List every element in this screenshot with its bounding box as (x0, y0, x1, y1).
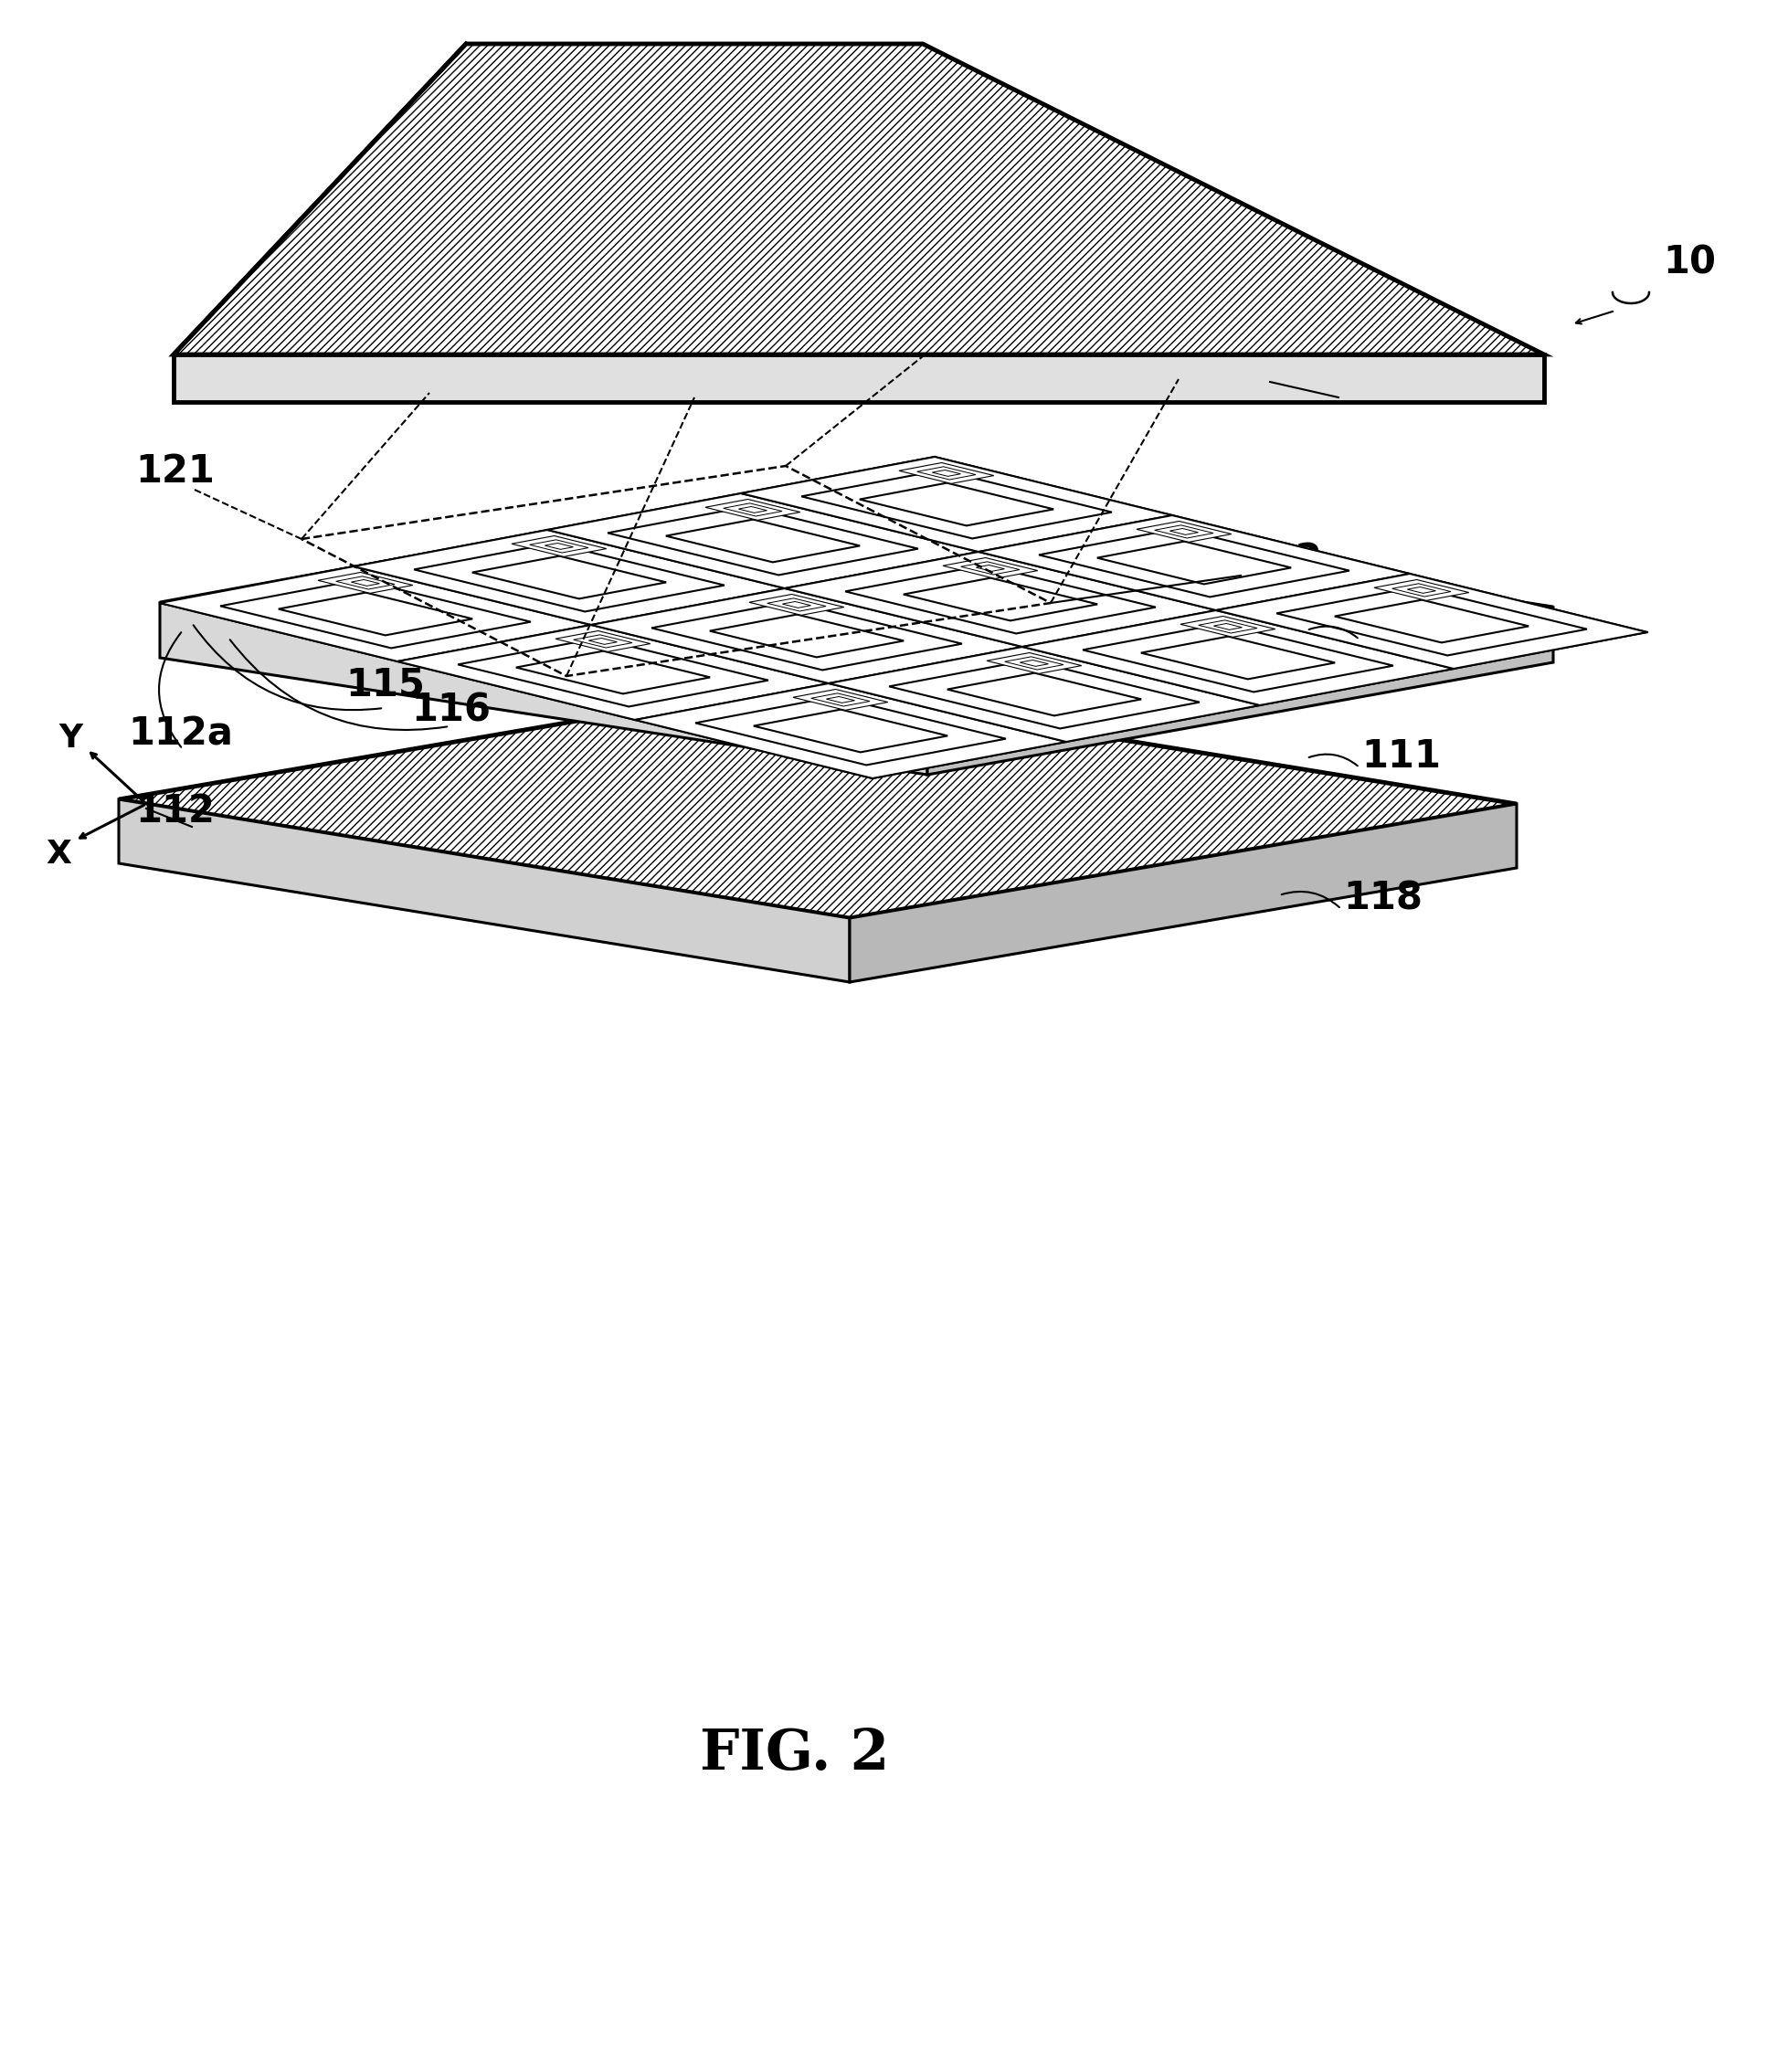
Polygon shape (704, 499, 799, 520)
Polygon shape (710, 615, 903, 657)
Polygon shape (350, 580, 379, 586)
Text: 111: 111 (1361, 738, 1439, 775)
Polygon shape (173, 44, 1543, 354)
Text: FIG. 2: FIG. 2 (699, 1726, 889, 1782)
Polygon shape (926, 607, 1552, 775)
Polygon shape (976, 566, 1005, 572)
Polygon shape (1277, 586, 1586, 655)
Text: 118: 118 (1343, 879, 1421, 918)
Polygon shape (574, 634, 631, 649)
Text: Y: Y (59, 723, 82, 754)
Polygon shape (810, 694, 869, 707)
Polygon shape (722, 503, 781, 516)
Polygon shape (1198, 620, 1257, 634)
Polygon shape (1212, 624, 1241, 630)
Polygon shape (1334, 601, 1529, 642)
Polygon shape (917, 466, 974, 479)
Text: 10: 10 (1663, 244, 1715, 282)
Text: 112a: 112a (129, 715, 232, 752)
Polygon shape (858, 483, 1053, 526)
Polygon shape (1391, 584, 1450, 597)
Polygon shape (1005, 657, 1064, 669)
Polygon shape (1096, 541, 1291, 584)
Text: 128: 128 (1343, 363, 1421, 402)
Text: 112: 112 (1361, 609, 1439, 649)
Polygon shape (844, 566, 1155, 634)
Polygon shape (159, 489, 1552, 721)
Polygon shape (942, 557, 1037, 578)
Polygon shape (1169, 528, 1198, 535)
Polygon shape (472, 555, 665, 599)
Polygon shape (336, 576, 395, 588)
Polygon shape (159, 603, 926, 775)
Text: 122: 122 (1243, 541, 1321, 580)
Polygon shape (635, 684, 1066, 779)
Polygon shape (1082, 624, 1393, 692)
Polygon shape (960, 562, 1019, 574)
Polygon shape (651, 601, 962, 669)
Polygon shape (785, 551, 1216, 646)
Polygon shape (118, 686, 1516, 918)
Polygon shape (753, 709, 948, 752)
Polygon shape (1019, 661, 1048, 667)
Polygon shape (740, 456, 1171, 551)
Polygon shape (118, 800, 849, 982)
Text: 115: 115 (345, 665, 424, 704)
Polygon shape (1023, 611, 1454, 704)
Polygon shape (458, 638, 767, 707)
Polygon shape (511, 537, 606, 557)
Text: 112: 112 (136, 792, 215, 831)
Polygon shape (749, 595, 844, 615)
Polygon shape (792, 690, 887, 711)
Polygon shape (781, 601, 810, 607)
Text: 121: 121 (136, 452, 215, 491)
Polygon shape (279, 593, 472, 636)
Polygon shape (590, 588, 1023, 684)
Text: 116: 116 (411, 692, 490, 729)
Polygon shape (767, 599, 826, 611)
Polygon shape (828, 646, 1259, 742)
Polygon shape (515, 651, 710, 694)
Polygon shape (948, 673, 1141, 715)
Polygon shape (397, 626, 828, 719)
Polygon shape (529, 541, 588, 553)
Polygon shape (413, 543, 724, 611)
Polygon shape (1407, 586, 1436, 593)
Polygon shape (1141, 636, 1334, 680)
Polygon shape (978, 516, 1409, 611)
Polygon shape (738, 506, 767, 514)
Polygon shape (1039, 528, 1348, 597)
Polygon shape (556, 630, 651, 653)
Polygon shape (696, 696, 1005, 765)
Polygon shape (1135, 522, 1230, 543)
Text: X: X (46, 839, 72, 870)
Polygon shape (665, 520, 860, 562)
Polygon shape (220, 580, 531, 649)
Polygon shape (849, 804, 1516, 982)
Polygon shape (173, 354, 1543, 402)
Polygon shape (588, 638, 617, 644)
Polygon shape (903, 578, 1096, 622)
Polygon shape (987, 653, 1082, 673)
Polygon shape (826, 696, 855, 702)
Polygon shape (354, 530, 785, 626)
Polygon shape (899, 462, 994, 483)
Polygon shape (1216, 574, 1647, 669)
Polygon shape (889, 661, 1200, 729)
Polygon shape (801, 470, 1112, 539)
Polygon shape (1373, 580, 1468, 601)
Polygon shape (545, 543, 572, 549)
Polygon shape (547, 493, 978, 588)
Polygon shape (1180, 615, 1275, 636)
Polygon shape (608, 508, 917, 576)
Polygon shape (318, 572, 413, 593)
Polygon shape (932, 470, 960, 477)
Polygon shape (1153, 524, 1212, 539)
Polygon shape (159, 566, 590, 661)
